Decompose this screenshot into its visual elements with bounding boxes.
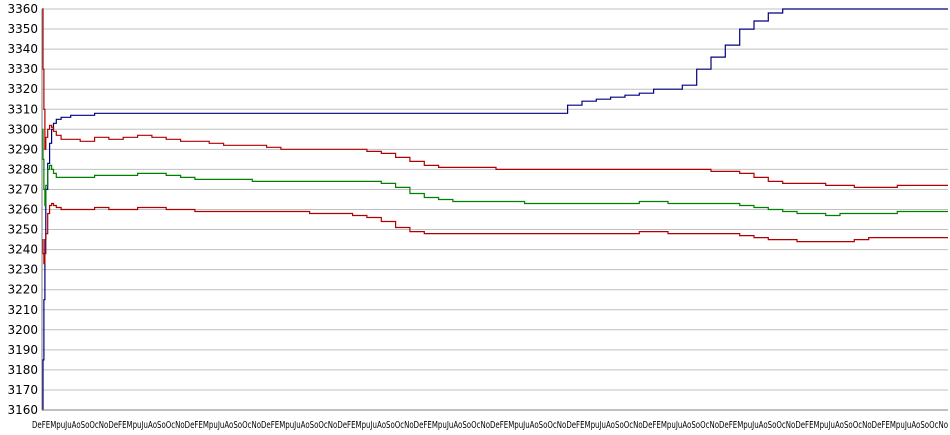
y-tick-label: 3280: [7, 162, 38, 176]
series-line-4: [42, 202, 948, 265]
y-tick-label: 3290: [7, 142, 38, 156]
y-tick-label: 3220: [7, 283, 38, 297]
y-tick-label: 3330: [7, 62, 38, 76]
y-tick-label: 3210: [7, 303, 38, 317]
y-tick-label: 3170: [7, 383, 38, 397]
y-tick-label: 3180: [7, 363, 38, 377]
y-tick-label: 3340: [7, 42, 38, 56]
y-tick-label: 3320: [7, 82, 38, 96]
axes: [41, 9, 948, 411]
y-tick-label: 3310: [7, 102, 38, 116]
y-tick-label: 3300: [7, 122, 38, 136]
series-line-3: [42, 128, 948, 217]
series-line-2: [42, 8, 948, 188]
y-tick-label: 3360: [7, 2, 38, 16]
y-tick-label: 3250: [7, 223, 38, 237]
y-tick-label: 3350: [7, 22, 38, 36]
y-tick-label: 3230: [7, 263, 38, 277]
series-line-1: [42, 8, 948, 411]
x-axis-tick-labels: DeFEMpuJuAoSoOcNoDeFEMpuJuAoSoOcNoDeFEMp…: [32, 420, 948, 431]
y-tick-label: 3260: [7, 203, 38, 217]
y-tick-label: 3160: [7, 403, 38, 417]
y-tick-label: 3270: [7, 182, 38, 196]
y-tick-label: 3240: [7, 243, 38, 257]
y-tick-label: 3200: [7, 323, 38, 337]
series-lines: [42, 8, 948, 411]
y-tick-label: 3190: [7, 343, 38, 357]
y-axis-tick-labels: 3160 3170 3180 3190 3200 3210 3220 3230 3240 3250…: [7, 2, 38, 417]
